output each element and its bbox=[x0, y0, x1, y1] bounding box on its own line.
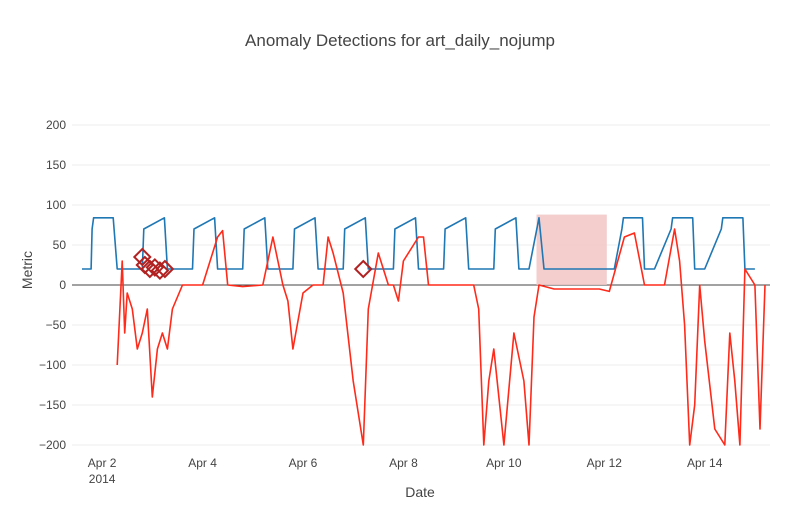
y-tick-label: −200 bbox=[39, 438, 66, 452]
x-tick-label: Apr 2 bbox=[88, 456, 117, 470]
y-tick-label: −50 bbox=[46, 318, 67, 332]
y-tick-label: 0 bbox=[59, 278, 66, 292]
chart-title: Anomaly Detections for art_daily_nojump bbox=[245, 31, 555, 50]
y-tick-label: −100 bbox=[39, 358, 66, 372]
x-tick-label: Apr 8 bbox=[389, 456, 418, 470]
y-tick-label: 100 bbox=[46, 198, 66, 212]
anomaly-window-highlight bbox=[536, 214, 607, 285]
y-tick-label: 50 bbox=[53, 238, 67, 252]
x-tick-label: Apr 10 bbox=[486, 456, 522, 470]
score-series-line bbox=[116, 228, 766, 446]
highlight-layer bbox=[536, 214, 607, 285]
anomaly-marker bbox=[132, 247, 152, 267]
y-axis-label: Metric bbox=[19, 251, 35, 289]
x-axis-label: Date bbox=[405, 484, 435, 500]
y-tick-label: −150 bbox=[39, 398, 66, 412]
x-tick-label: Apr 4 bbox=[188, 456, 217, 470]
y-tick-label: 200 bbox=[46, 118, 66, 132]
anomaly-marker bbox=[155, 259, 175, 279]
series-layer bbox=[82, 217, 766, 446]
anomaly-marker bbox=[353, 259, 373, 279]
x-tick-labels: Apr 2 2014 Apr 4 Apr 6 Apr 8 Apr 10 Apr 12 Apr … bbox=[88, 456, 723, 486]
x-tick-sublabel: 2014 bbox=[89, 472, 116, 486]
y-tick-labels: 200 150 100 50 0 −50 −100 −150 −200 bbox=[39, 118, 66, 452]
x-tick-label: Apr 6 bbox=[289, 456, 318, 470]
marker-layer bbox=[132, 247, 373, 281]
anomaly-marker bbox=[150, 261, 170, 281]
metric-series-line bbox=[82, 217, 755, 270]
x-tick-label: Apr 14 bbox=[687, 456, 723, 470]
x-tick-label: Apr 12 bbox=[587, 456, 623, 470]
y-tick-label: 150 bbox=[46, 158, 66, 172]
